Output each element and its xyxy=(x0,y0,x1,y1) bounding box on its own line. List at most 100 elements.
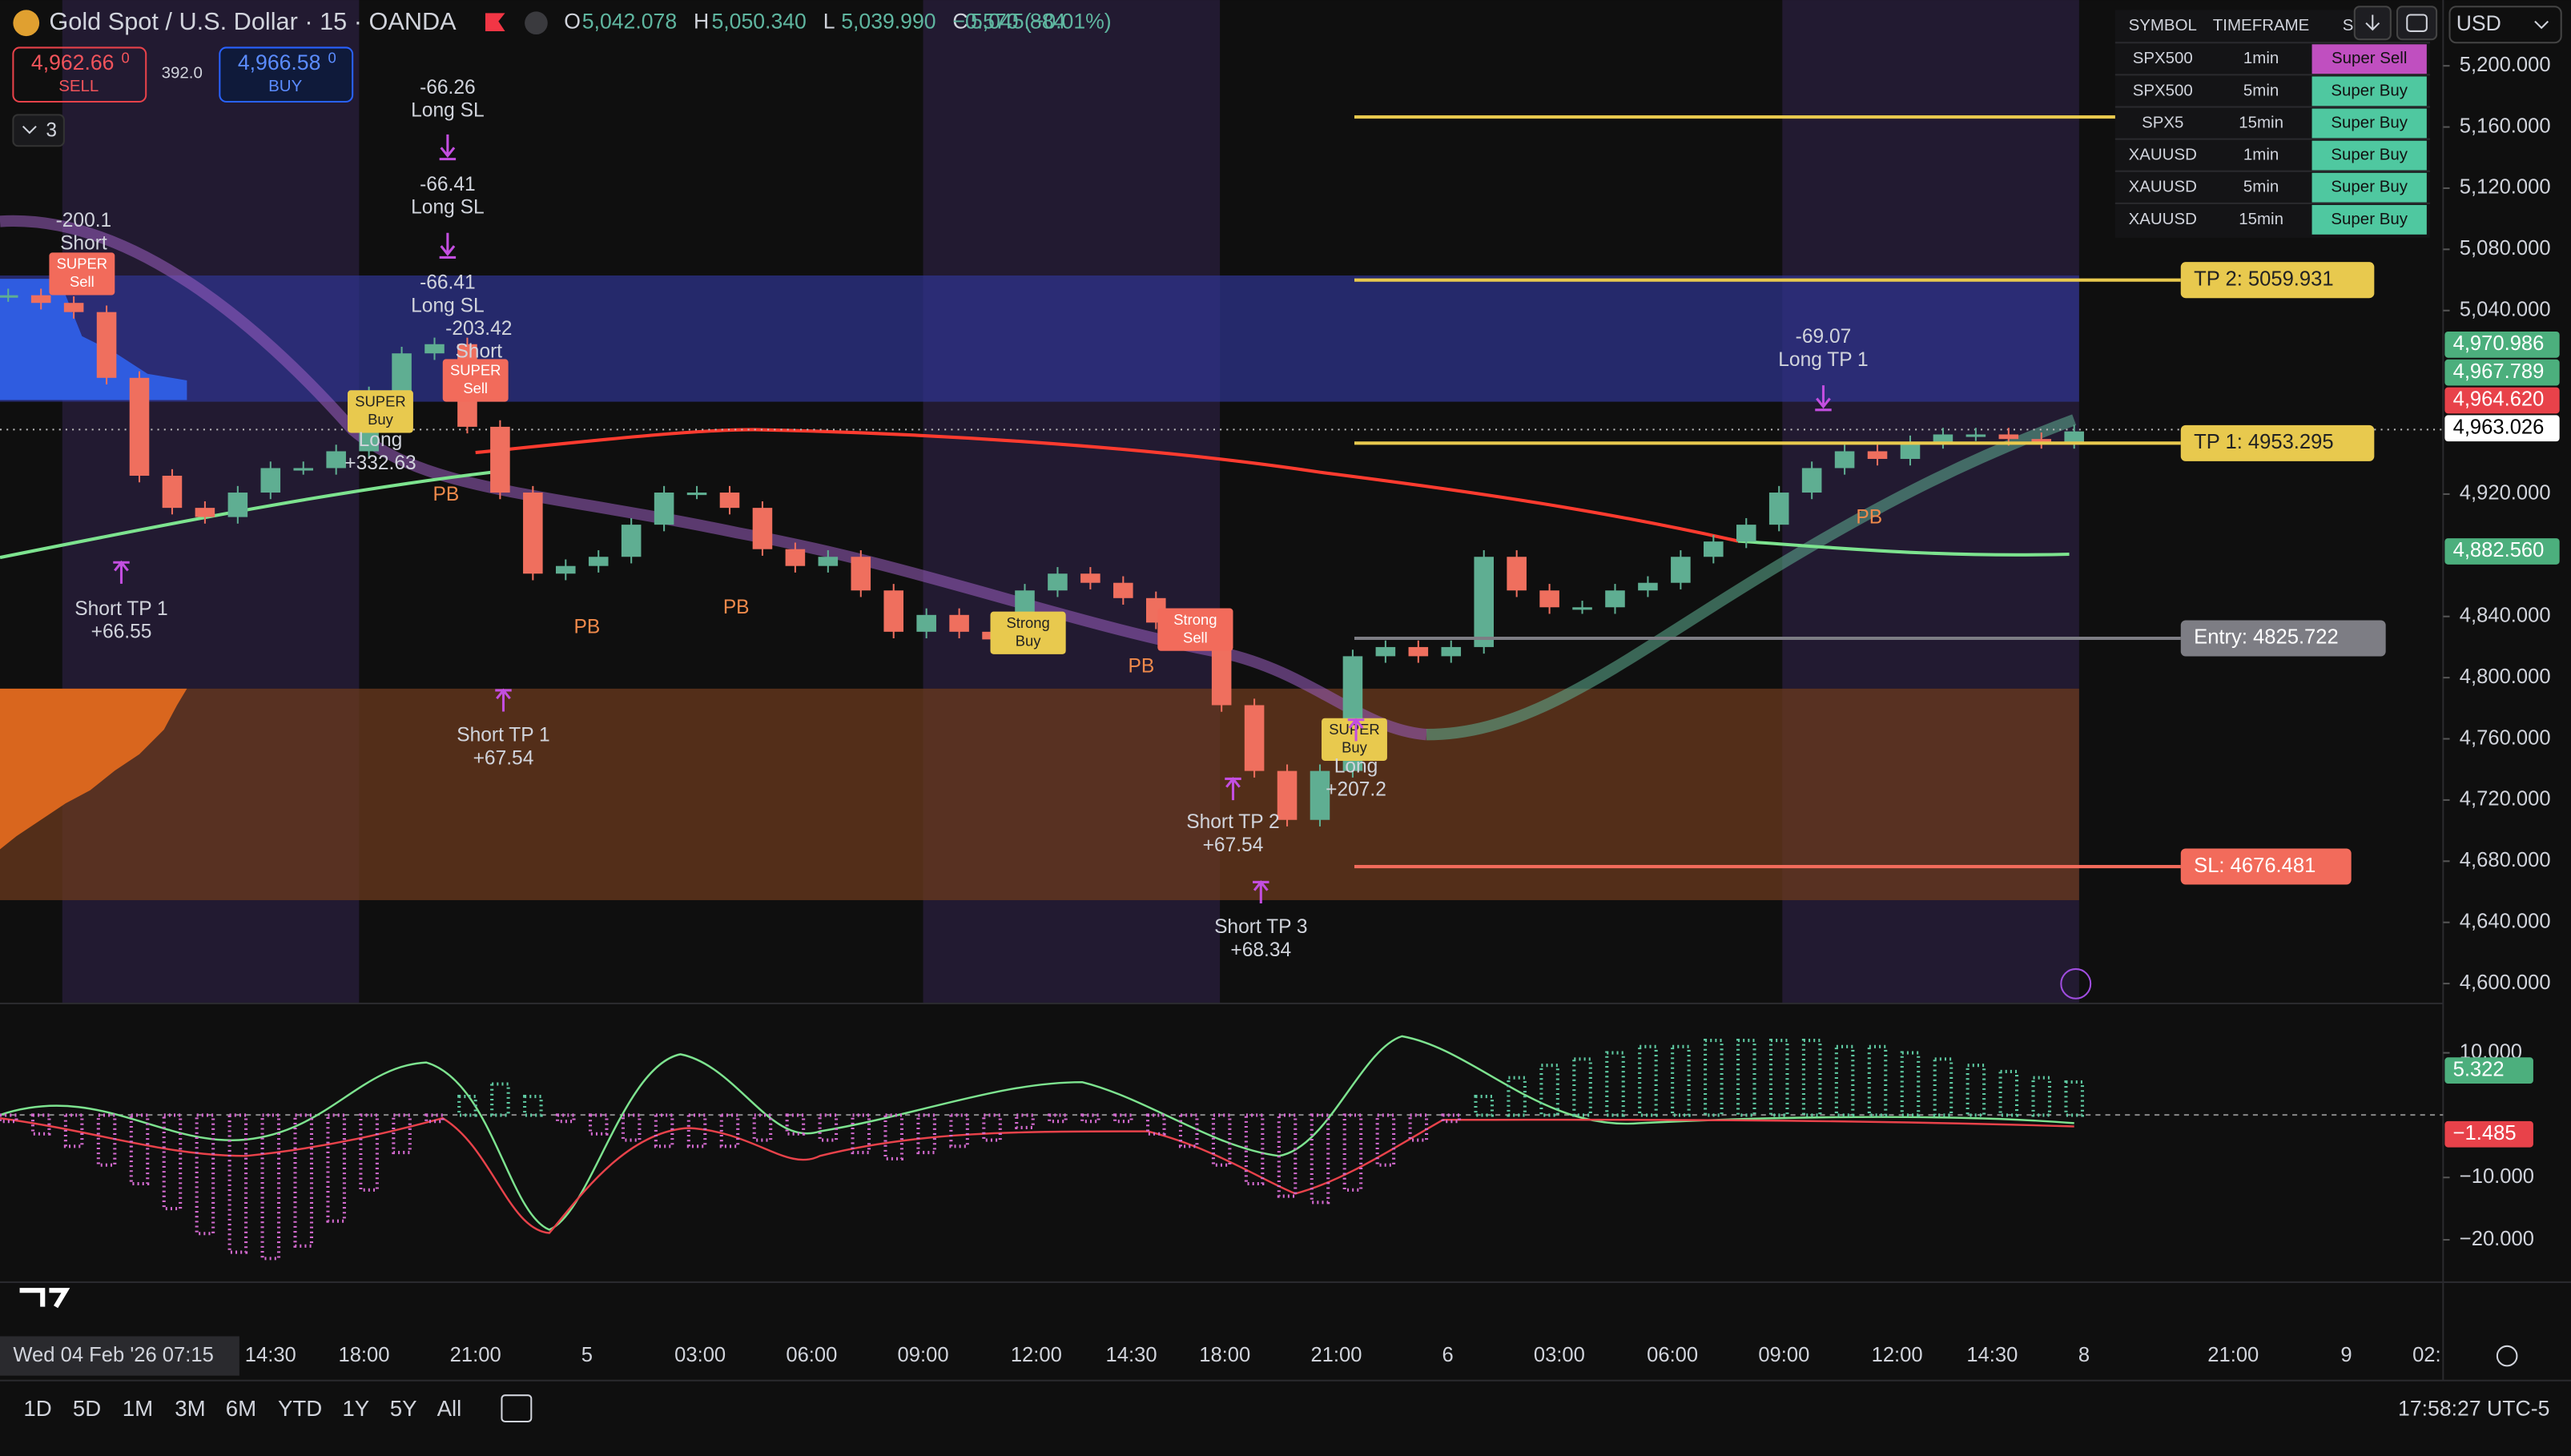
histogram-bar xyxy=(260,1113,281,1261)
range-button[interactable]: 1M xyxy=(123,1396,153,1421)
range-button[interactable]: 6M xyxy=(226,1396,256,1421)
buy-price-sup[interactable]: 0 xyxy=(328,50,336,66)
range-button[interactable]: 1D xyxy=(23,1396,51,1421)
candle xyxy=(1572,607,1592,610)
signal-badge xyxy=(1157,608,1233,651)
histogram-bar xyxy=(1244,1113,1265,1186)
candle xyxy=(785,549,806,566)
buy-price[interactable]: 4,966.58 xyxy=(238,50,321,74)
candle xyxy=(1704,541,1724,557)
flag-icon[interactable] xyxy=(485,13,505,31)
symbol-title[interactable]: Gold Spot / U.S. Dollar · 15 · OANDA xyxy=(49,7,457,35)
snapshot-button[interactable] xyxy=(2396,6,2438,41)
annotation: PB xyxy=(433,484,459,505)
signal-cell xyxy=(2311,172,2427,203)
candle xyxy=(1507,557,1527,591)
histogram-bar xyxy=(1342,1113,1363,1192)
indicator-count[interactable]: 3 xyxy=(46,119,57,141)
x-tick-label: 03:00 xyxy=(1534,1344,1585,1366)
histogram-bar xyxy=(1310,1113,1330,1205)
annotation: Short xyxy=(455,341,502,363)
candle xyxy=(1605,590,1625,608)
signal-table-body: SYMBOL TIMEFRAME S SPX500 1min Super Sell SPX5… xyxy=(2114,16,2430,235)
candle xyxy=(2064,431,2084,443)
range-button[interactable]: All xyxy=(437,1396,462,1421)
date-range-button[interactable] xyxy=(501,1394,533,1422)
histogram-bar xyxy=(719,1113,740,1148)
volume-profile xyxy=(0,279,187,400)
range-button[interactable]: 5Y xyxy=(390,1396,417,1421)
range-button[interactable]: 1Y xyxy=(342,1396,369,1421)
sell-price-sup[interactable]: 0 xyxy=(121,50,129,66)
candle xyxy=(1539,590,1559,608)
histogram-bar xyxy=(1834,1044,1855,1117)
y-tick-label: 4,600.000 xyxy=(2460,971,2551,994)
histogram-bar xyxy=(162,1113,183,1211)
ohlc-key: O xyxy=(564,10,581,34)
histogram-bar xyxy=(555,1113,576,1124)
x-tick-label: 21:00 xyxy=(1310,1344,1362,1366)
candle xyxy=(0,295,18,298)
buy-button[interactable] xyxy=(219,46,354,103)
candle xyxy=(654,493,674,525)
range-button[interactable]: YTD xyxy=(278,1396,322,1421)
candle xyxy=(1867,451,1888,460)
y-tick-label: 5,160.000 xyxy=(2460,115,2551,137)
arrow xyxy=(1347,718,1365,742)
annotation: SUPER xyxy=(57,255,107,272)
signal-badge xyxy=(348,390,413,433)
currency[interactable]: USD xyxy=(2456,11,2501,35)
sell-label[interactable]: SELL xyxy=(58,77,99,95)
annotation: +67.54 xyxy=(473,747,534,769)
x-tick-label: 21:00 xyxy=(2207,1344,2259,1366)
histogram-bar xyxy=(195,1113,215,1236)
level-label: TP 2: 5059.931 xyxy=(2194,267,2333,290)
arrow xyxy=(1225,777,1241,801)
x-tick-label: 18:00 xyxy=(1199,1344,1250,1366)
annotation: -66.26 xyxy=(420,77,476,99)
x-tick-label: 14:30 xyxy=(245,1344,296,1366)
currency-select[interactable] xyxy=(2448,6,2562,44)
x-tick-label: 18:00 xyxy=(338,1344,389,1366)
candle xyxy=(621,525,642,557)
indicator-toggle[interactable] xyxy=(12,114,65,147)
sell-button[interactable] xyxy=(12,46,147,103)
arrow xyxy=(495,688,512,712)
hide-button[interactable] xyxy=(525,11,548,35)
histogram-bar xyxy=(1768,1038,1789,1117)
candle xyxy=(1638,582,1658,591)
buy-label[interactable]: BUY xyxy=(268,77,302,95)
alert-icon[interactable] xyxy=(2060,967,2092,999)
annotation: Buy xyxy=(1016,632,1042,649)
y-tick-label: 5,040.000 xyxy=(2460,299,2551,321)
value-label: −1.485 xyxy=(2453,1122,2517,1144)
overlay-layer: 5,200.000 5,160.000 5,120.000 5,080.000 5,04… xyxy=(49,54,2560,1250)
price-label-bg xyxy=(2444,331,2560,358)
ohlc-value: 5,050.340 xyxy=(711,10,806,34)
y-tick-label: 4,640.000 xyxy=(2460,910,2551,932)
range-button[interactable]: 3M xyxy=(175,1396,205,1421)
time-axis: 14:30 18:00 21:00 5 03:00 06:00 09:00 12:00 14:3… xyxy=(245,1344,2441,1366)
histogram-bar xyxy=(63,1113,84,1148)
table-cell: 1min xyxy=(2243,146,2279,164)
histogram-bar xyxy=(949,1113,969,1148)
sell-price[interactable]: 4,962.66 xyxy=(31,50,115,74)
x-tick-label: 5 xyxy=(581,1344,593,1366)
histogram-bar xyxy=(490,1082,510,1117)
histogram-bar xyxy=(326,1113,346,1223)
settings-icon[interactable] xyxy=(2496,1345,2518,1367)
histogram-bar xyxy=(523,1095,543,1117)
clock: 17:58:27 UTC-5 xyxy=(2398,1397,2549,1421)
candle xyxy=(752,508,773,549)
range-bar: 1D 5D 1M 3M 6M YTD 1Y 5Y All xyxy=(23,1396,461,1421)
cursor-label-bg xyxy=(0,1336,239,1376)
annotation: Long SL xyxy=(411,295,484,316)
level-label-bg xyxy=(2180,262,2375,299)
histogram-bar xyxy=(1965,1064,1986,1117)
tradingview-logo[interactable] xyxy=(19,1288,70,1309)
range-button[interactable]: 5D xyxy=(73,1396,101,1421)
candle xyxy=(851,557,871,591)
annotation: SUPER xyxy=(450,362,501,379)
candle xyxy=(490,426,510,493)
price-label: 4,964.620 xyxy=(2453,388,2545,411)
